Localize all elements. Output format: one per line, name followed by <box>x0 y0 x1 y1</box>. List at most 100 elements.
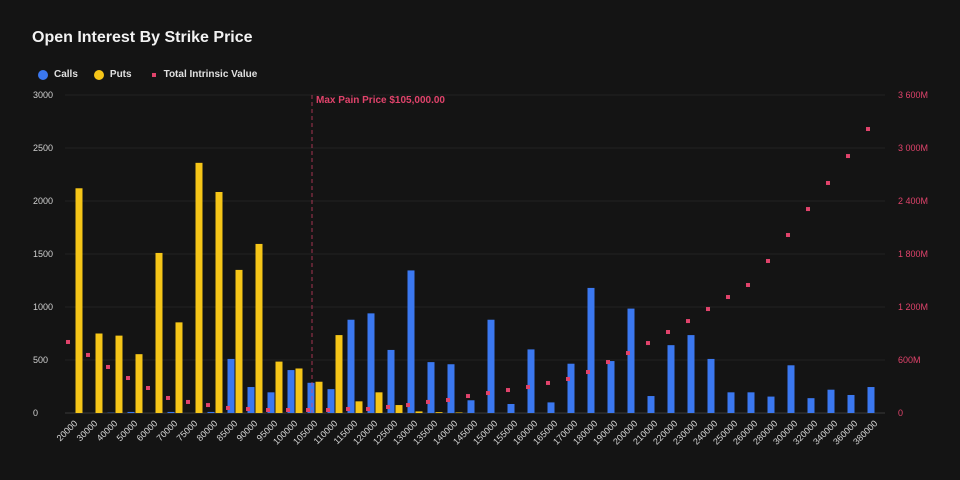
calls-bar <box>387 349 395 413</box>
intrinsic-point <box>186 399 190 404</box>
intrinsic-point <box>146 386 150 391</box>
puts-bar <box>415 411 423 413</box>
intrinsic-point <box>246 407 250 412</box>
calls-bar <box>487 319 495 413</box>
x-tick-label: 70000 <box>155 418 180 443</box>
intrinsic-point <box>606 360 610 365</box>
intrinsic-point <box>446 398 450 403</box>
intrinsic-point <box>706 307 710 312</box>
calls-bar <box>867 387 875 413</box>
intrinsic-point <box>266 407 270 412</box>
y-left-tick-label: 2000 <box>33 196 53 206</box>
intrinsic-point <box>66 339 70 344</box>
puts-bar <box>95 333 103 413</box>
legend-intrinsic[interactable]: Total Intrinsic Value <box>148 69 258 80</box>
x-tick-label: 20000 <box>55 418 80 443</box>
puts-swatch-icon <box>93 69 104 80</box>
intrinsic-point <box>566 376 570 381</box>
intrinsic-point <box>526 385 530 390</box>
y-left-tick-label: 0 <box>33 408 38 418</box>
puts-bar <box>235 269 243 413</box>
x-tick-label: 85000 <box>215 418 240 443</box>
calls-swatch-icon <box>38 69 48 80</box>
intrinsic-point <box>506 388 510 393</box>
x-tick-label: 30000 <box>75 418 100 443</box>
intrinsic-point <box>106 364 110 369</box>
y-right-tick-label: 2 400M <box>898 196 928 206</box>
x-tick-label: 50000 <box>115 418 140 443</box>
intrinsic-point <box>666 329 670 334</box>
calls-bar <box>627 308 635 413</box>
y-right-tick-label: 0 <box>898 408 903 418</box>
puts-bar <box>395 405 403 413</box>
chart-title: Open Interest By Strike Price <box>32 29 253 46</box>
intrinsic-point <box>766 258 770 263</box>
calls-bar <box>287 370 295 413</box>
intrinsic-point <box>826 180 830 185</box>
calls-bar <box>227 358 235 413</box>
calls-bar <box>547 402 555 413</box>
calls-bar <box>247 387 255 413</box>
intrinsic-point <box>366 407 370 412</box>
puts-bar <box>435 412 443 413</box>
intrinsic-point <box>86 352 90 357</box>
calls-bar <box>607 361 615 413</box>
puts-bar <box>355 401 363 413</box>
calls-bar <box>707 358 715 413</box>
calls-bar <box>587 287 595 413</box>
intrinsic-point <box>586 370 590 375</box>
legend-calls-label: Calls <box>54 69 78 80</box>
intrinsic-point <box>306 407 310 412</box>
puts-bar <box>335 335 343 413</box>
x-tick-label: 60000 <box>135 418 160 443</box>
intrinsic-point <box>546 380 550 385</box>
y-left-tick-label: 3000 <box>33 90 53 100</box>
legend-intrinsic-label: Total Intrinsic Value <box>163 69 258 80</box>
intrinsic-point <box>326 407 330 412</box>
puts-bar <box>115 335 123 413</box>
calls-bar <box>727 392 735 413</box>
calls-bar <box>647 396 655 413</box>
calls-bar <box>407 270 415 413</box>
x-tick-label: 80000 <box>195 418 220 443</box>
calls-bar <box>347 319 355 413</box>
calls-bar <box>847 394 855 413</box>
intrinsic-point <box>286 407 290 412</box>
intrinsic-point <box>426 399 430 404</box>
y-right-tick-label: 600M <box>898 355 921 365</box>
intrinsic-point <box>866 127 870 132</box>
intrinsic-point <box>646 341 650 346</box>
puts-bar <box>255 243 263 413</box>
puts-bar <box>75 188 83 413</box>
intrinsic-point <box>206 403 210 408</box>
intrinsic-point <box>686 319 690 324</box>
intrinsic-point <box>626 351 630 356</box>
y-left-tick-label: 2500 <box>33 143 53 153</box>
calls-bar <box>427 362 435 413</box>
calls-bar <box>327 389 335 413</box>
calls-bar <box>507 403 515 413</box>
y-right-tick-label: 3 000M <box>898 143 928 153</box>
calls-bar <box>207 411 215 413</box>
intrinsic-point <box>746 283 750 288</box>
calls-bar <box>447 364 455 413</box>
puts-bar <box>175 322 183 413</box>
x-tick-label: 40000 <box>95 418 120 443</box>
legend-puts-label: Puts <box>109 69 132 80</box>
intrinsic-swatch-icon <box>151 72 156 77</box>
legend-puts[interactable]: Puts <box>93 69 132 80</box>
calls-bar <box>307 382 315 413</box>
calls-bar <box>767 396 775 413</box>
y-left-tick-label: 1000 <box>33 302 53 312</box>
intrinsic-point <box>166 395 170 400</box>
puts-bar <box>375 392 383 413</box>
puts-bar <box>295 368 303 413</box>
legend-calls[interactable]: Calls <box>38 69 78 80</box>
puts-bar <box>215 191 223 413</box>
calls-bar <box>267 392 275 413</box>
y-right-tick-label: 1 200M <box>898 302 928 312</box>
intrinsic-point <box>126 376 130 381</box>
calls-bar <box>747 392 755 413</box>
intrinsic-point <box>846 154 850 159</box>
